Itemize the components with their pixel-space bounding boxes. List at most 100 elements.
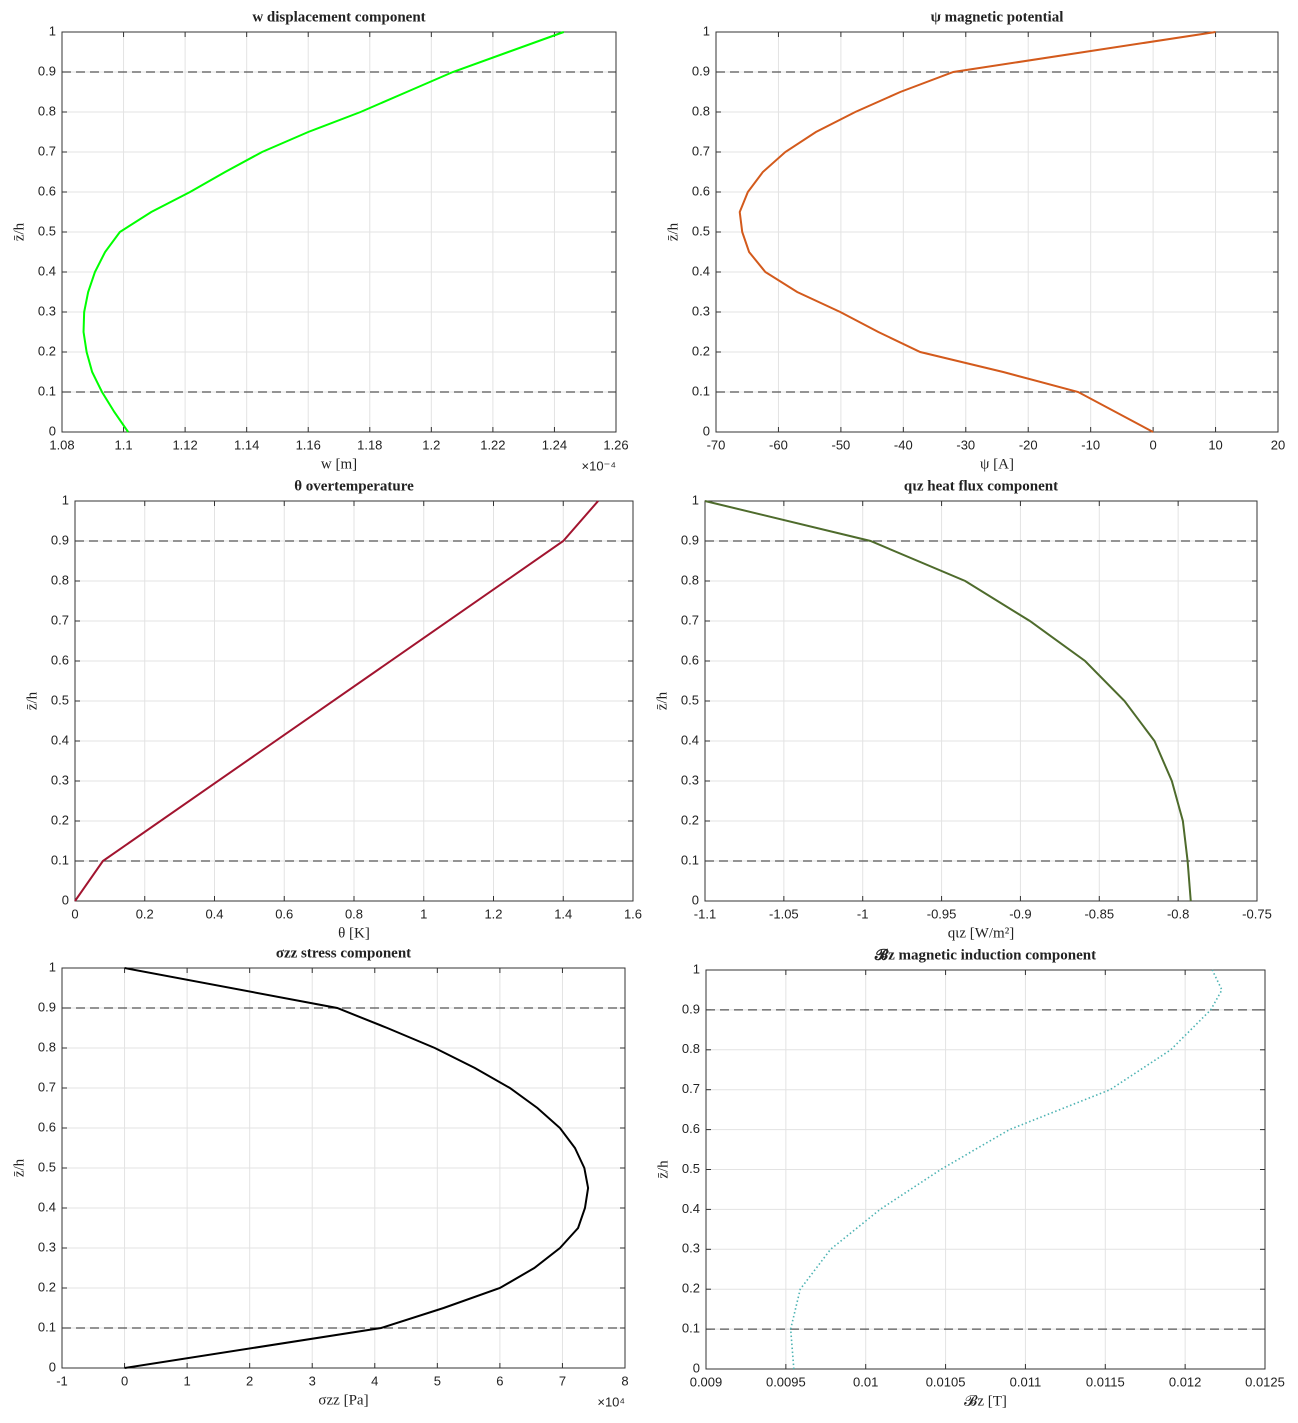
y-tick-label: 0.9 [682, 1001, 700, 1016]
x-tick-label: 0.0125 [1245, 1374, 1285, 1389]
y-tick-label: 0.2 [51, 812, 69, 827]
y-tick-label: 0.7 [682, 1081, 700, 1096]
x-tick-label: -60 [769, 437, 788, 452]
chart-title: w displacement component [252, 9, 425, 25]
x-axis-label: θ [K] [338, 925, 370, 941]
y-tick-label: 0.9 [51, 532, 69, 547]
y-tick-label: 0.4 [38, 263, 56, 278]
data-line [704, 500, 1192, 902]
x-tick-label: 5 [434, 1373, 441, 1388]
x-tick-label: 4 [371, 1373, 378, 1388]
y-tick-label: 1 [703, 23, 710, 38]
x-exponent: ×10⁴ [597, 1394, 625, 1409]
x-tick-label: 0.6 [275, 906, 293, 921]
plot-frame [74, 500, 634, 902]
y-tick-label: 0.6 [692, 183, 710, 198]
y-tick-label: 0.4 [38, 1199, 56, 1214]
x-tick-label: 1 [183, 1373, 190, 1388]
x-tick-label: 0 [121, 1373, 128, 1388]
y-tick-label: 0.7 [38, 143, 56, 158]
x-tick-label: 0.01 [853, 1374, 878, 1389]
y-tick-label: 0.8 [51, 572, 69, 587]
y-tick-label: 0 [49, 423, 56, 438]
y-axis-label: z̄/h [655, 1160, 671, 1179]
x-tick-label: 1.12 [172, 437, 197, 452]
x-tick-label: -1 [857, 906, 869, 921]
y-tick-label: 0 [49, 1359, 56, 1374]
x-axis-label: w [m] [321, 456, 357, 472]
x-tick-label: 0.0115 [1086, 1374, 1125, 1389]
y-tick-label: 0.5 [682, 1161, 700, 1176]
y-tick-label: 0 [62, 892, 69, 907]
x-tick-label: 8 [621, 1373, 628, 1388]
y-tick-label: 0 [692, 892, 699, 907]
y-tick-label: 0.9 [681, 532, 699, 547]
y-tick-label: 0.1 [692, 383, 710, 398]
y-tick-label: 0.7 [51, 612, 69, 627]
x-tick-label: 1.4 [554, 906, 572, 921]
plot-frame [61, 31, 617, 433]
y-tick-label: 1 [693, 961, 700, 976]
y-tick-label: 0.3 [681, 772, 699, 787]
y-tick-label: 0.6 [681, 652, 699, 667]
x-tick-label: -1 [56, 1373, 68, 1388]
y-tick-label: 0.9 [38, 63, 56, 78]
y-tick-label: 0.8 [692, 103, 710, 118]
x-tick-label: 1.2 [484, 906, 502, 921]
plot-frame [61, 967, 626, 1369]
x-axis-label: qιz [W/m²] [948, 925, 1014, 941]
y-tick-label: 0.1 [38, 1319, 56, 1334]
y-tick-label: 0.8 [682, 1041, 700, 1056]
x-tick-label: 20 [1271, 437, 1285, 452]
x-tick-label: -70 [707, 437, 726, 452]
x-tick-label: 1.14 [234, 437, 259, 452]
y-tick-label: 0 [693, 1360, 700, 1375]
y-tick-label: 0.3 [51, 772, 69, 787]
x-tick-label: 0 [1149, 437, 1156, 452]
plot-frame [715, 31, 1279, 433]
y-tick-label: 0.4 [681, 732, 699, 747]
data-line [74, 500, 599, 902]
y-tick-label: 0.3 [38, 303, 56, 318]
y-tick-label: 0.4 [692, 263, 710, 278]
y-tick-label: 0.6 [38, 1119, 56, 1134]
plot-frame [704, 500, 1258, 902]
data-line [738, 31, 1216, 433]
y-tick-label: 0.3 [692, 303, 710, 318]
x-tick-label: 1.08 [49, 437, 74, 452]
x-tick-label: -0.95 [927, 906, 957, 921]
y-tick-label: 0.3 [682, 1241, 700, 1256]
y-tick-label: 0.8 [681, 572, 699, 587]
y-tick-label: 1 [49, 23, 56, 38]
y-tick-label: 1 [62, 492, 69, 507]
y-tick-label: 0.8 [38, 1039, 56, 1054]
x-exponent: ×10⁻⁴ [582, 458, 617, 473]
y-tick-label: 0.1 [38, 383, 56, 398]
y-tick-label: 0.6 [38, 183, 56, 198]
x-tick-label: 1.2 [422, 437, 440, 452]
x-tick-label: 1.18 [357, 437, 382, 452]
y-tick-label: 0.7 [692, 143, 710, 158]
x-tick-label: -1.1 [694, 906, 716, 921]
x-tick-label: 0 [71, 906, 78, 921]
chart-title: θ overtemperature [294, 478, 414, 494]
y-tick-label: 0.1 [681, 852, 699, 867]
y-tick-label: 0.8 [38, 103, 56, 118]
y-tick-label: 0.6 [682, 1121, 700, 1136]
y-tick-label: 1 [692, 492, 699, 507]
x-axis-label: ψ [A] [980, 456, 1014, 472]
chart-title: 𝓑z magnetic induction component [874, 947, 1096, 963]
y-axis-label: z̄/h [11, 1158, 27, 1177]
y-axis-label: z̄/h [654, 691, 670, 710]
x-tick-label: -1.05 [769, 906, 799, 921]
x-tick-label: 0.009 [690, 1374, 723, 1389]
chart-title: σzz stress component [276, 945, 411, 961]
y-tick-label: 1 [49, 959, 56, 974]
data-line [124, 967, 590, 1369]
y-tick-label: 0.2 [681, 812, 699, 827]
x-tick-label: 3 [309, 1373, 316, 1388]
x-tick-label: 10 [1208, 437, 1222, 452]
y-tick-label: 0.2 [38, 343, 56, 358]
x-tick-label: -10 [1081, 437, 1100, 452]
